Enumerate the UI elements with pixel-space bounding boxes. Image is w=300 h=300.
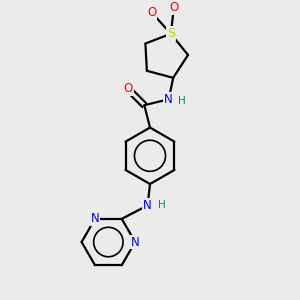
- Text: N: N: [131, 236, 140, 248]
- Text: O: O: [123, 82, 133, 95]
- Text: N: N: [91, 212, 99, 225]
- Text: N: N: [164, 93, 172, 106]
- Text: H: H: [158, 200, 166, 210]
- Text: O: O: [147, 6, 156, 19]
- Text: H: H: [178, 96, 186, 106]
- Text: S: S: [167, 27, 175, 40]
- Text: O: O: [169, 1, 178, 14]
- Text: N: N: [143, 199, 152, 212]
